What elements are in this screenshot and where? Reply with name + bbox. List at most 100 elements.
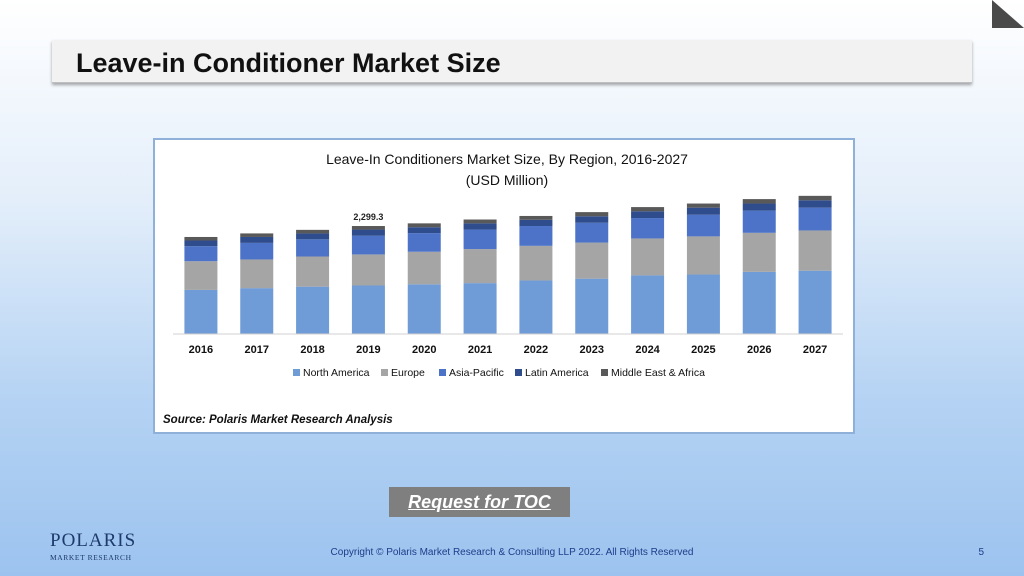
bar-2017-north-america [240,288,274,334]
bar-2017-middle-east-africa [240,233,274,237]
x-tick-label: 2027 [803,344,827,356]
bar-2020-latin-america [407,227,441,234]
polaris-logo: POLARIS MARKET RESEARCH [50,531,136,562]
x-tick-label: 2018 [300,344,324,356]
logo-sub-text: MARKET RESEARCH [50,553,132,562]
chart-title: Leave-In Conditioners Market Size, By Re… [326,151,688,167]
title-bar: Leave-in Conditioner Market Size [52,40,972,83]
bar-2020-north-america [407,284,441,334]
copyright-text: Copyright © Polaris Market Research & Co… [330,547,694,558]
bar-2022-north-america [519,280,553,334]
legend-swatch [439,369,446,376]
bar-2026-asia-pacific [742,210,776,233]
bar-2025-north-america [686,274,720,334]
bar-2025-asia-pacific [686,214,720,237]
logo-main-text: POLARIS [50,530,137,551]
bar-2023-europe [575,242,609,279]
bar-2026-north-america [742,271,776,334]
x-tick-label: 2025 [691,344,715,356]
x-tick-label: 2022 [524,344,548,356]
bar-2018-north-america [296,286,330,334]
bar-2020-middle-east-africa [407,223,441,228]
bar-2023-middle-east-africa [575,212,609,217]
x-tick-label: 2023 [580,344,604,356]
bar-2016-europe [184,261,218,290]
bar-2020-europe [407,251,441,285]
bar-2027-middle-east-africa [798,195,832,201]
x-tick-label: 2016 [189,344,213,356]
chart-subtitle: (USD Million) [466,172,548,188]
bar-2020-asia-pacific [407,233,441,252]
bar-2026-middle-east-africa [742,199,776,204]
bar-2019-europe [351,254,385,286]
bar-2018-asia-pacific [296,239,330,257]
stacked-bar-chart: Leave-In Conditioners Market Size, By Re… [163,151,843,426]
bar-2024-europe [631,238,665,276]
legend-swatch [381,369,388,376]
x-tick-label: 2024 [635,344,660,356]
bar-2017-asia-pacific [240,242,274,260]
bar-2017-europe [240,259,274,289]
chart-source: Source: Polaris Market Research Analysis [163,414,393,426]
page-number: 5 [978,547,984,558]
bar-2025-latin-america [686,207,720,215]
x-tick-labels: 2016 2017 2018 2019 2020 2021 2022 2023 2024 2025… [189,344,828,356]
bar-2021-asia-pacific [463,229,497,250]
request-toc-button[interactable]: Request for TOC [389,487,570,517]
bar-2017-latin-america [240,236,274,243]
bar-2016-latin-america [184,240,218,247]
legend-label: Asia-Pacific [449,367,504,379]
bar-2023-asia-pacific [575,222,609,243]
chart-legend: North America Europe Asia-Pacific Latin Ame… [293,367,705,379]
bar-2019-north-america [351,285,385,334]
bar-2024-middle-east-africa [631,207,665,212]
bar-2016-middle-east-africa [184,236,218,241]
bar-2021-north-america [463,283,497,334]
data-label-annotation: 2,299.3 [353,212,383,222]
bar-2018-latin-america [296,233,330,240]
bar-2021-latin-america [463,223,497,230]
bar-2018-europe [296,256,330,287]
bar-2022-latin-america [519,219,553,227]
corner-triangle-icon [992,0,1024,28]
legend-label: Middle East & Africa [611,367,705,379]
page-title: Leave-in Conditioner Market Size [76,48,501,78]
bar-2022-asia-pacific [519,226,553,246]
bar-2027-asia-pacific [798,207,832,231]
legend-label: Latin America [525,367,589,379]
bar-2023-north-america [575,278,609,334]
bar-2019-asia-pacific [351,235,385,255]
x-tick-label: 2017 [245,344,269,356]
bar-2025-middle-east-africa [686,203,720,208]
bar-2023-latin-america [575,216,609,223]
bar-group [184,195,832,334]
bar-2016-asia-pacific [184,246,218,262]
legend-swatch [515,369,522,376]
bar-2021-europe [463,249,497,284]
legend-swatch [293,369,300,376]
bar-2026-europe [742,232,776,272]
x-tick-label: 2026 [747,344,771,356]
bar-2027-europe [798,230,832,271]
bar-2022-middle-east-africa [519,215,553,220]
legend-swatch [601,369,608,376]
bar-2026-latin-america [742,203,776,211]
bar-2022-europe [519,245,553,281]
bar-2024-latin-america [631,211,665,219]
legend-label: Europe [391,367,425,379]
bar-2027-north-america [798,270,832,334]
chart-panel: Leave-In Conditioners Market Size, By Re… [153,138,855,434]
x-tick-label: 2020 [412,344,436,356]
bar-2019-middle-east-africa [351,226,385,230]
bar-2021-middle-east-africa [463,219,497,224]
bar-2024-asia-pacific [631,218,665,239]
bar-2019-latin-america [351,229,385,236]
bar-2016-north-america [184,289,218,334]
x-tick-label: 2021 [468,344,492,356]
bar-2024-north-america [631,275,665,334]
bar-2025-europe [686,236,720,275]
x-tick-label: 2019 [356,344,380,356]
bar-2018-middle-east-africa [296,229,330,234]
legend-label: North America [303,367,370,379]
bar-2027-latin-america [798,200,832,208]
